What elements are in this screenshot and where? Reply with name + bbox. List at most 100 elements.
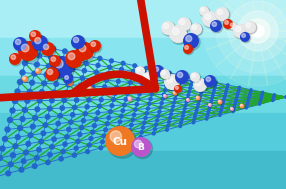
Circle shape [272,98,274,100]
Circle shape [59,157,63,161]
Circle shape [74,146,78,150]
Circle shape [84,61,88,66]
Circle shape [228,1,286,61]
Circle shape [139,87,143,91]
Circle shape [179,19,185,25]
Circle shape [152,132,155,135]
Circle shape [184,45,194,55]
Circle shape [173,101,176,104]
Circle shape [273,95,275,97]
Circle shape [194,79,208,93]
Circle shape [108,110,112,114]
Circle shape [150,93,153,96]
Circle shape [217,9,223,15]
Circle shape [246,19,270,43]
Circle shape [56,74,61,78]
Circle shape [204,75,216,87]
Circle shape [52,137,56,141]
Circle shape [285,96,286,98]
Circle shape [47,74,53,80]
Circle shape [55,60,63,68]
Circle shape [99,98,103,102]
Circle shape [272,100,274,101]
Circle shape [177,17,191,31]
Circle shape [223,97,226,99]
Circle shape [225,21,229,24]
Circle shape [10,108,15,113]
Circle shape [175,86,178,89]
Circle shape [261,93,263,95]
Circle shape [273,95,275,96]
Circle shape [166,128,168,131]
Circle shape [153,66,165,78]
Circle shape [196,106,199,109]
Circle shape [249,95,250,97]
Circle shape [74,98,79,102]
Circle shape [225,92,227,95]
Circle shape [71,113,75,117]
Circle shape [86,54,90,58]
Circle shape [190,80,193,83]
Circle shape [190,83,192,86]
Circle shape [273,96,275,98]
Circle shape [87,98,91,102]
Circle shape [105,122,109,126]
Circle shape [164,74,180,90]
Circle shape [37,147,41,152]
Circle shape [216,8,230,22]
Circle shape [245,22,257,34]
Circle shape [89,91,93,95]
Circle shape [249,93,251,95]
Circle shape [273,96,275,98]
Circle shape [172,91,178,95]
Circle shape [150,87,154,91]
Circle shape [26,142,31,146]
Circle shape [107,116,111,120]
Circle shape [54,129,58,134]
Circle shape [19,167,24,172]
Circle shape [233,109,235,111]
Circle shape [68,53,75,60]
Circle shape [142,73,156,87]
Circle shape [146,107,150,110]
Circle shape [169,25,187,43]
Circle shape [110,59,113,63]
Circle shape [246,103,248,105]
Circle shape [110,131,122,142]
Circle shape [191,73,201,83]
Circle shape [211,21,223,33]
Circle shape [149,97,152,101]
Circle shape [234,104,236,106]
Circle shape [202,82,205,84]
Circle shape [182,111,185,114]
Circle shape [170,26,188,44]
Circle shape [226,88,228,90]
Circle shape [285,96,286,98]
Circle shape [233,107,235,109]
Circle shape [272,99,274,101]
Circle shape [89,40,101,52]
Circle shape [230,23,233,26]
Circle shape [224,95,226,97]
Circle shape [102,134,106,138]
Circle shape [176,89,179,92]
Circle shape [230,107,234,111]
Circle shape [124,98,128,101]
Circle shape [78,132,82,136]
Circle shape [259,103,261,105]
Circle shape [234,102,237,104]
Circle shape [62,98,66,102]
Circle shape [207,112,209,115]
Circle shape [248,98,250,100]
Circle shape [39,44,44,49]
Circle shape [192,76,194,79]
Circle shape [79,45,86,52]
Circle shape [206,77,210,81]
Circle shape [161,97,164,100]
Circle shape [144,116,147,120]
Circle shape [37,98,42,103]
Circle shape [48,75,50,77]
Circle shape [162,93,166,96]
Circle shape [244,21,256,33]
Circle shape [285,96,286,98]
